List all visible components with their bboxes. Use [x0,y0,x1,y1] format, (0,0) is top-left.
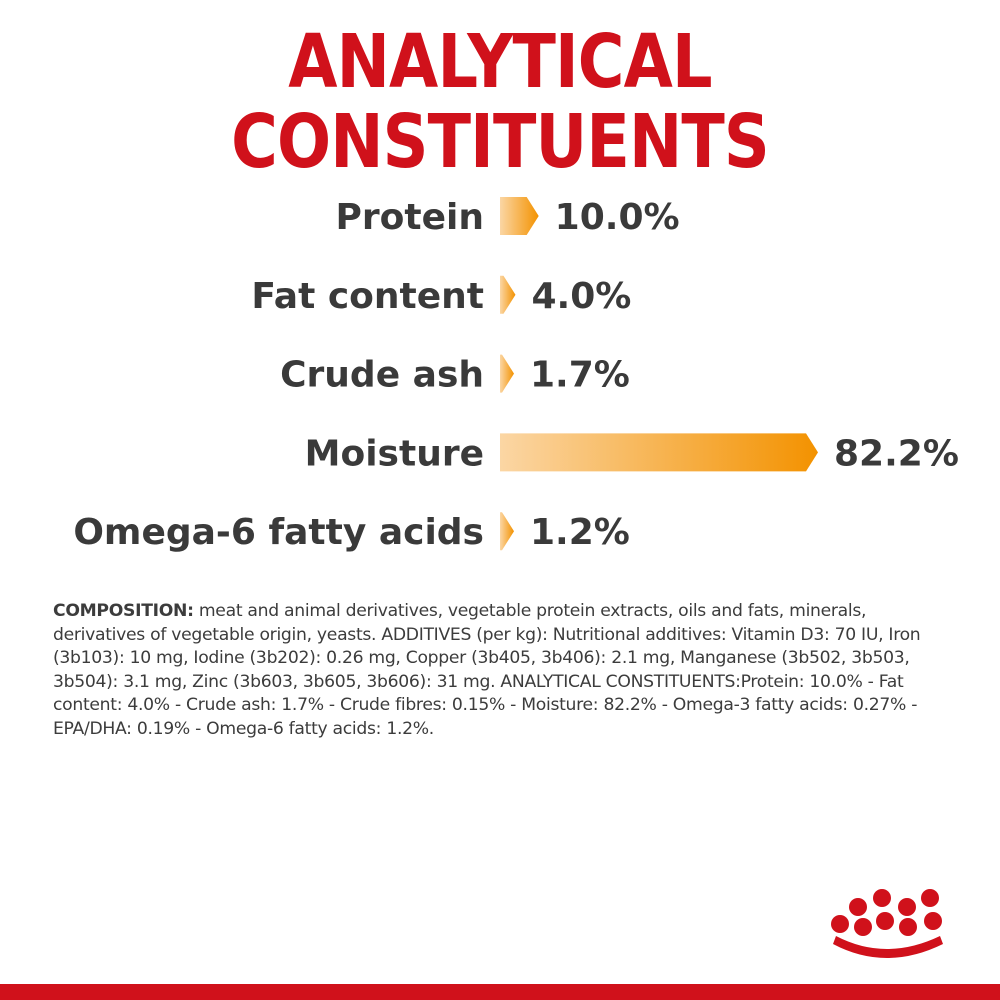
value-label-fat-content: 4.0% [531,276,631,317]
category-label-protein: Protein [336,197,484,238]
footer-bar [0,984,1000,1000]
composition-heading: COMPOSITION: [53,601,194,621]
bar-omega-6-fatty-acids [500,512,514,551]
composition-body: meat and animal derivatives, vegetable p… [53,601,921,739]
value-label-moisture: 82.2% [834,433,959,474]
constituents-chart: Protein 10.0% Fat content 4.0% Crude ash 1.7%… [73,197,959,553]
crown-icon [831,889,943,958]
category-label-crude-ash: Crude ash [280,355,484,396]
category-label-fat-content: Fat content [251,276,484,317]
composition-text: COMPOSITION: meat and animal derivatives… [53,600,953,741]
value-label-protein: 10.0% [555,197,680,238]
bar-crude-ash [500,354,514,393]
category-label-moisture: Moisture [305,433,484,474]
value-label-omega-6-fatty-acids: 1.2% [530,512,630,553]
page-title: ANALYTICAL CONSTITUENTS [231,19,770,185]
bar-protein [500,197,539,235]
bar-moisture [500,433,818,472]
value-label-crude-ash: 1.7% [530,355,630,396]
bar-fat-content [500,275,516,314]
category-label-omega-6-fatty-acids: Omega-6 fatty acids [73,512,484,553]
